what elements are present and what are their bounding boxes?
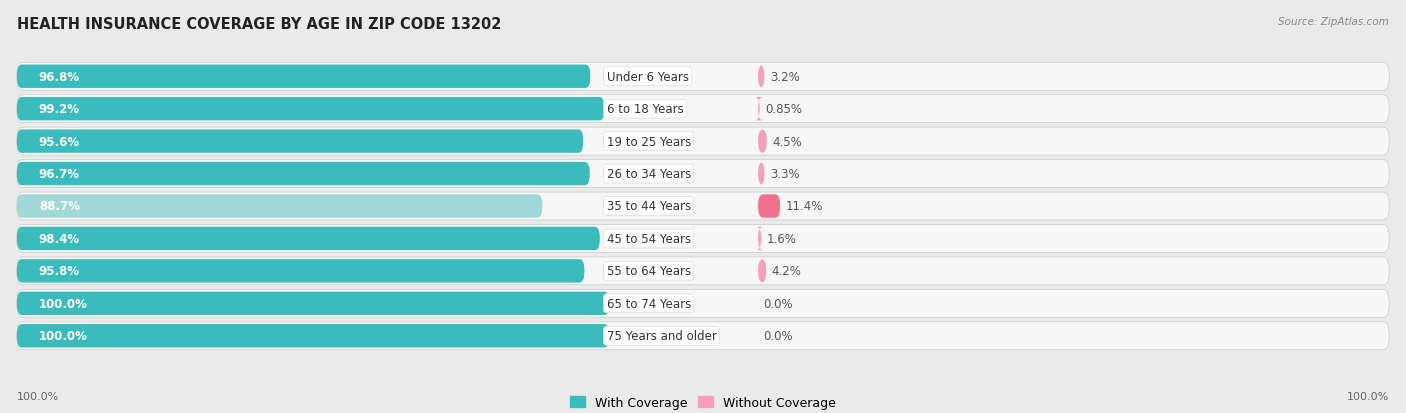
Text: 3.2%: 3.2%: [770, 71, 800, 83]
Text: Source: ZipAtlas.com: Source: ZipAtlas.com: [1278, 17, 1389, 26]
FancyBboxPatch shape: [17, 322, 1389, 350]
Legend: With Coverage, Without Coverage: With Coverage, Without Coverage: [565, 391, 841, 413]
Text: 99.2%: 99.2%: [39, 103, 80, 116]
FancyBboxPatch shape: [17, 130, 583, 154]
Text: HEALTH INSURANCE COVERAGE BY AGE IN ZIP CODE 13202: HEALTH INSURANCE COVERAGE BY AGE IN ZIP …: [17, 17, 502, 31]
FancyBboxPatch shape: [17, 324, 609, 348]
Text: 6 to 18 Years: 6 to 18 Years: [606, 103, 683, 116]
Text: 0.85%: 0.85%: [765, 103, 803, 116]
Text: 1.6%: 1.6%: [766, 233, 797, 245]
FancyBboxPatch shape: [17, 98, 605, 121]
FancyBboxPatch shape: [758, 195, 780, 218]
FancyBboxPatch shape: [758, 65, 765, 89]
Text: 0.0%: 0.0%: [763, 330, 793, 342]
Text: 35 to 44 Years: 35 to 44 Years: [606, 200, 690, 213]
Text: 100.0%: 100.0%: [17, 391, 59, 401]
FancyBboxPatch shape: [17, 195, 543, 218]
FancyBboxPatch shape: [17, 227, 600, 251]
Text: 75 Years and older: 75 Years and older: [606, 330, 717, 342]
FancyBboxPatch shape: [758, 162, 765, 186]
Text: 55 to 64 Years: 55 to 64 Years: [606, 265, 690, 278]
Text: 98.4%: 98.4%: [39, 233, 80, 245]
Text: 26 to 34 Years: 26 to 34 Years: [606, 168, 690, 180]
Text: 100.0%: 100.0%: [39, 330, 87, 342]
FancyBboxPatch shape: [758, 259, 766, 283]
Text: 95.8%: 95.8%: [39, 265, 80, 278]
FancyBboxPatch shape: [17, 160, 1389, 188]
FancyBboxPatch shape: [17, 290, 1389, 318]
Text: 45 to 54 Years: 45 to 54 Years: [606, 233, 690, 245]
Text: 65 to 74 Years: 65 to 74 Years: [606, 297, 690, 310]
FancyBboxPatch shape: [758, 130, 766, 154]
FancyBboxPatch shape: [17, 128, 1389, 156]
FancyBboxPatch shape: [755, 98, 763, 121]
Text: 0.0%: 0.0%: [763, 297, 793, 310]
FancyBboxPatch shape: [17, 192, 1389, 221]
Text: 4.2%: 4.2%: [772, 265, 801, 278]
Text: 11.4%: 11.4%: [786, 200, 823, 213]
Text: 95.6%: 95.6%: [39, 135, 80, 148]
Text: 88.7%: 88.7%: [39, 200, 80, 213]
FancyBboxPatch shape: [17, 65, 591, 89]
FancyBboxPatch shape: [17, 225, 1389, 253]
Text: 3.3%: 3.3%: [770, 168, 800, 180]
Text: 19 to 25 Years: 19 to 25 Years: [606, 135, 690, 148]
Text: 100.0%: 100.0%: [39, 297, 87, 310]
FancyBboxPatch shape: [17, 162, 589, 186]
Text: Under 6 Years: Under 6 Years: [606, 71, 689, 83]
FancyBboxPatch shape: [756, 227, 763, 251]
FancyBboxPatch shape: [17, 63, 1389, 91]
FancyBboxPatch shape: [17, 292, 609, 315]
FancyBboxPatch shape: [17, 257, 1389, 285]
FancyBboxPatch shape: [17, 95, 1389, 123]
Text: 4.5%: 4.5%: [772, 135, 801, 148]
Text: 96.8%: 96.8%: [39, 71, 80, 83]
FancyBboxPatch shape: [17, 259, 585, 283]
Text: 100.0%: 100.0%: [1347, 391, 1389, 401]
Text: 96.7%: 96.7%: [39, 168, 80, 180]
